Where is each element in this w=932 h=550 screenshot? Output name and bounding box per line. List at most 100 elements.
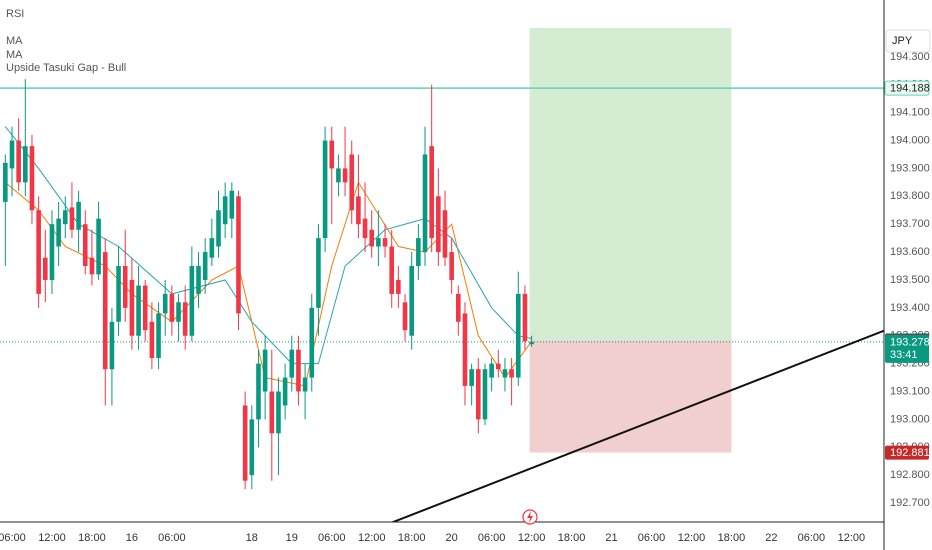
candle-body [102,252,108,370]
candle-body [182,302,188,336]
candle-body [116,266,121,322]
candle-body [122,266,128,308]
y-tick-label: 193.900 [890,162,930,174]
last-price-box [885,334,929,363]
candle-body [29,146,35,211]
candle-body [16,140,21,183]
candle-body [422,154,428,253]
candle-body [369,229,375,247]
y-tick-label: 193.700 [890,218,930,230]
candle-body [382,238,388,247]
candle-body [202,252,208,280]
candle-body [216,210,221,247]
candle-body [289,349,295,378]
candle-body [322,140,328,239]
candle-body [489,363,494,378]
candle-body [389,246,395,294]
trend-line [390,329,884,522]
last-price-label: 193.278 [890,336,930,348]
stop-zone [529,340,732,453]
candle-body [222,196,228,225]
candle-body [529,341,534,345]
indicator-label: Upside Tasuki Gap - Bull [6,62,126,74]
candle-body [162,293,168,314]
candle-body [256,363,261,420]
candle-body [429,146,434,239]
indicator-label: RSI [6,8,24,20]
candle-body [56,218,61,247]
x-tick-label: 06:00 [798,532,826,544]
x-tick-label: 18:00 [558,532,586,544]
x-tick-label: 21 [605,532,617,544]
candle-body [282,377,288,406]
candle-body [196,266,201,294]
candle-body [442,210,448,258]
candle-body [469,369,474,386]
currency-label[interactable]: JPY [892,35,913,47]
candle-body [329,140,335,169]
candle-body [476,369,481,420]
y-tick-label: 193.400 [890,302,930,314]
candle-body [89,257,95,275]
x-tick-label: 18:00 [398,532,426,544]
plot-area [0,27,884,522]
candle-body [402,302,408,331]
x-tick-label: 18:00 [718,532,746,544]
x-tick-label: 19 [286,532,298,544]
x-tick-label: 12:00 [678,532,706,544]
level-label-box [884,80,930,96]
candle-body [309,307,315,378]
candle-body [109,321,115,370]
candle-body [456,293,461,322]
candle-body [62,210,68,225]
candle-body [296,349,301,392]
candle-body [142,285,148,331]
x-tick-label: 06:00 [318,532,346,544]
y-tick-label: 194.300 [890,51,930,63]
event-icon-bolt [527,511,533,523]
x-tick-label: 12:00 [518,532,546,544]
y-tick-label: 192.700 [890,497,930,509]
x-tick-label: 12:00 [38,532,66,544]
candle-body [302,377,308,392]
candle-body [336,168,341,183]
stop-label: 192.881 [890,447,930,459]
y-tick-label: 194.000 [890,134,930,146]
candle-body [522,293,528,342]
candle-body [436,196,441,253]
candle-body [156,313,161,359]
candle-body [409,266,414,336]
candle-body [269,391,275,434]
candle-body [249,419,255,476]
candle-body [23,146,28,183]
candle-body [416,238,421,267]
currency-box[interactable] [885,29,931,53]
candle-body [362,218,368,239]
x-tick-label: 22 [765,532,777,544]
candle-body [276,391,281,434]
candle-body [242,405,248,481]
x-tick-label: 06:00 [0,532,26,544]
plot-layer [0,27,884,522]
x-tick-label: 06:00 [638,532,666,544]
candle-body [149,321,155,359]
candle-body [509,369,514,378]
x-tick-label: 18 [246,532,258,544]
candle-body [229,190,235,219]
candle-body [502,369,508,378]
y-tick-label: 194.100 [890,107,930,119]
level-label: 194.188 [890,83,930,95]
y-tick-label: 192.800 [890,469,930,481]
candle-body [462,313,468,386]
candle-body [316,238,321,308]
y-tick-label: 193.000 [890,413,930,425]
x-tick-label: 12:00 [358,532,386,544]
x-tick-label: 18:00 [78,532,106,544]
legend-entry: MA [6,49,23,61]
candle-body [376,238,381,247]
candle-body [515,293,521,378]
candle-body [236,196,241,314]
candle-body [342,168,348,183]
